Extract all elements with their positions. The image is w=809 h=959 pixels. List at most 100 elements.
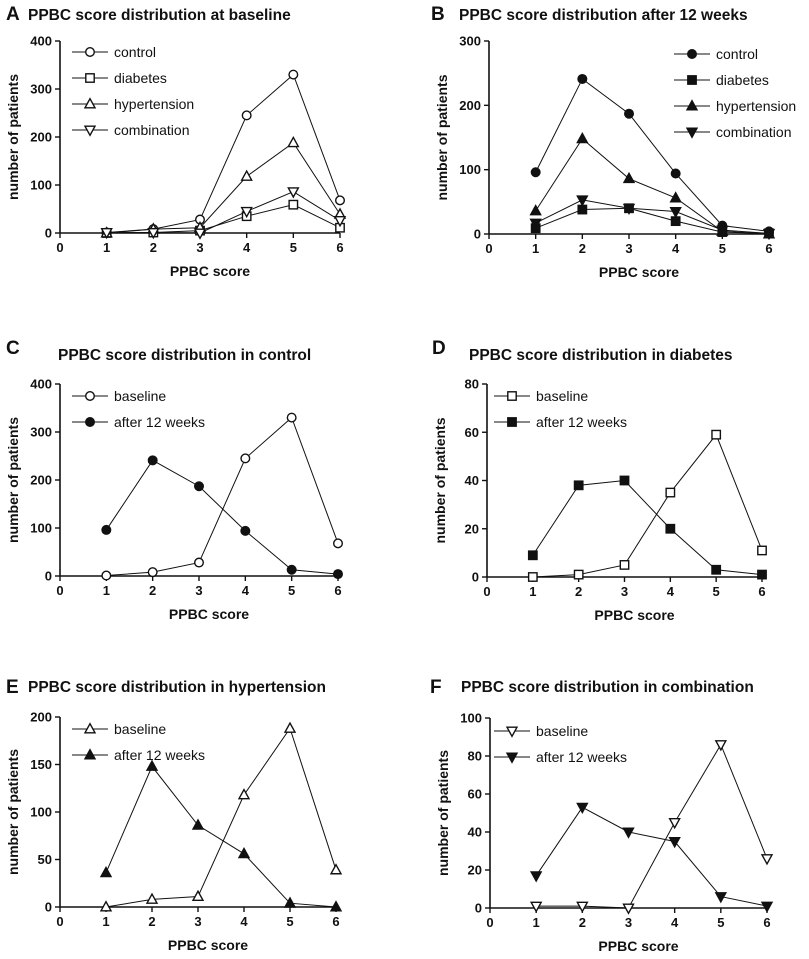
- panel-c-legend-label: baseline: [114, 388, 166, 404]
- panel-c-x-tick-label: 0: [56, 583, 63, 598]
- panel-c-x-axis-label: PPBC score: [169, 606, 249, 622]
- panel-a-letter: A: [6, 4, 20, 25]
- panel-e-y-tick-label: 50: [38, 852, 52, 867]
- panel-d-y-tick-label: 0: [472, 570, 479, 585]
- panel-f-y-tick-label: 60: [468, 787, 482, 802]
- panel-c-series-baseline-point: [147, 567, 158, 578]
- panel-a-series-control-point: [335, 195, 346, 206]
- panel-c-y-tick-label: 200: [30, 473, 52, 488]
- panel-d-series-baseline-line: [532, 433, 763, 578]
- panel-e-series-after-12-weeks-point: [237, 847, 251, 859]
- panel-f-y-axis-label: number of patients: [435, 750, 451, 876]
- panel-c-series-after-12-weeks-point: [147, 455, 158, 466]
- panel-e-series-baseline-point: [145, 892, 159, 904]
- panel-f-series-after-12-weeks-line: [535, 806, 768, 907]
- panel-d-x-tick-label: 4: [667, 584, 675, 599]
- panel-d-title: PPBC score distribution in diabetes: [469, 347, 733, 364]
- panel-c-x-tick-label: 5: [288, 583, 295, 598]
- panel-b: B PPBC score distribution after 12 weeks 0…: [431, 4, 796, 280]
- panel-a-y-tick-label: 200: [30, 130, 52, 145]
- panel-d-series-after-12-weeks-point: [757, 569, 767, 580]
- panel-d-series-after-12-weeks-point: [711, 564, 722, 575]
- panel-f-y-tick-label: 0: [475, 901, 482, 916]
- panel-f-series-after-12-weeks-point: [714, 892, 728, 904]
- panel-f-legend-marker: [505, 726, 519, 738]
- panel-d-series-after-12-weeks: [527, 475, 767, 580]
- panel-d-x-tick-label: 6: [758, 584, 765, 599]
- panel-a-series-combination-point: [193, 228, 207, 240]
- panel-a-x-tick-label: 5: [290, 240, 297, 255]
- panel-b-x-tick-label: 4: [672, 241, 680, 256]
- panel-c-y-tick-label: 0: [45, 569, 52, 584]
- panel-e-legend-marker: [83, 748, 97, 760]
- panel-b-x-tick-label: 1: [532, 241, 539, 256]
- panel-e-legend: baseline after 12 weeks: [72, 721, 205, 763]
- panel-d-y-axis-label: number of patients: [432, 417, 448, 543]
- panel-b-legend-marker: [685, 99, 699, 111]
- panel-b-x-axis-label: PPBC score: [599, 264, 679, 280]
- panel-a-series-diabetes-point: [288, 199, 299, 210]
- panel-b-x-tick-label: 6: [765, 241, 772, 256]
- panel-e-series-after-12-weeks-point: [191, 818, 205, 830]
- panel-b-series-combination-point: [529, 218, 542, 230]
- panel-b-y-tick-label: 200: [459, 98, 481, 113]
- panel-f-series-baseline-point: [714, 740, 728, 752]
- panel-a-series-diabetes: [101, 199, 345, 238]
- panel-b-legend-label: combination: [716, 124, 792, 140]
- panel-e-y-tick-label: 150: [30, 757, 52, 772]
- panel-c-letter: C: [6, 338, 20, 359]
- panel-e-series-baseline-point: [191, 889, 205, 902]
- panel-a-y-tick-label: 400: [30, 34, 52, 49]
- panel-b-series-control-point: [530, 167, 541, 178]
- panel-e-x-tick-label: 4: [240, 914, 248, 929]
- panel-b-series-combination-point: [576, 195, 589, 207]
- panel-b-y-tick-label: 300: [459, 34, 481, 49]
- panel-c-series-after-12-weeks: [101, 455, 344, 580]
- panel-f-series-baseline: [529, 740, 774, 915]
- panel-e-y-axis-label: number of patients: [5, 749, 21, 875]
- panel-a-y-axis-label: number of patients: [5, 74, 21, 200]
- panel-c-legend-label: after 12 weeks: [114, 414, 205, 430]
- panel-d-x-axis-label: PPBC score: [594, 607, 674, 623]
- panel-f-y-tick-label: 100: [460, 711, 482, 726]
- panel-c-x-tick-label: 2: [149, 583, 156, 598]
- panel-f-x-tick-label: 1: [533, 915, 540, 930]
- panel-d-y-tick-label: 20: [465, 521, 479, 536]
- panel-c-series-baseline-point: [193, 557, 204, 568]
- panel-a-series-hypertension-line: [106, 142, 341, 234]
- panel-f-y-tick-label: 20: [468, 863, 482, 878]
- panel-a-legend-label: combination: [114, 122, 190, 138]
- panel-a-legend-marker: [84, 47, 95, 58]
- panel-a-series-combination-point: [333, 216, 347, 228]
- panel-e-series-after-12-weeks-point: [329, 900, 343, 912]
- panel-a-x-tick-label: 6: [336, 240, 343, 255]
- panel-d-legend-marker: [507, 417, 517, 427]
- panel-a-x-axis-label: PPBC score: [170, 263, 250, 279]
- panel-e-y-tick-label: 200: [30, 710, 52, 725]
- panel-f-y-tick-label: 80: [468, 749, 482, 764]
- panel-c-y-tick-label: 100: [30, 521, 52, 536]
- panel-d-series-baseline-point: [619, 560, 630, 570]
- panel-a-legend: control diabetes hypertension combination: [72, 44, 194, 138]
- panel-e-series-baseline-point: [99, 900, 113, 912]
- panel-d-y-tick-label: 80: [465, 377, 479, 392]
- panel-b-series-hypertension-point: [529, 204, 542, 216]
- panel-d-y-tick-label: 40: [465, 473, 479, 488]
- panel-d-y-tick-label: 60: [465, 425, 479, 440]
- panel-a-legend-label: hypertension: [114, 96, 194, 112]
- panel-a-legend-label: control: [114, 44, 156, 60]
- panel-d-x-tick-label: 5: [713, 584, 720, 599]
- panel-d-series-baseline-point: [665, 487, 676, 498]
- panel-d-series-after-12-weeks-point: [527, 550, 538, 561]
- panel-b-legend-label: diabetes: [716, 72, 769, 88]
- panel-f-series-after-12-weeks-point: [668, 837, 681, 849]
- panel-b-series-combination-point: [762, 228, 776, 241]
- panel-c-series-after-12-weeks-line: [105, 459, 339, 575]
- panel-f-series-after-12-weeks-point: [529, 871, 543, 883]
- panel-d-series-baseline-point: [573, 569, 584, 580]
- panel-e-legend-label: baseline: [114, 721, 166, 737]
- panel-e-y-tick-label: 0: [45, 900, 52, 915]
- panel-f-series-baseline-point: [760, 854, 774, 866]
- panel-b-series-combination-point: [622, 203, 636, 216]
- panel-a-series-hypertension-point: [287, 136, 300, 148]
